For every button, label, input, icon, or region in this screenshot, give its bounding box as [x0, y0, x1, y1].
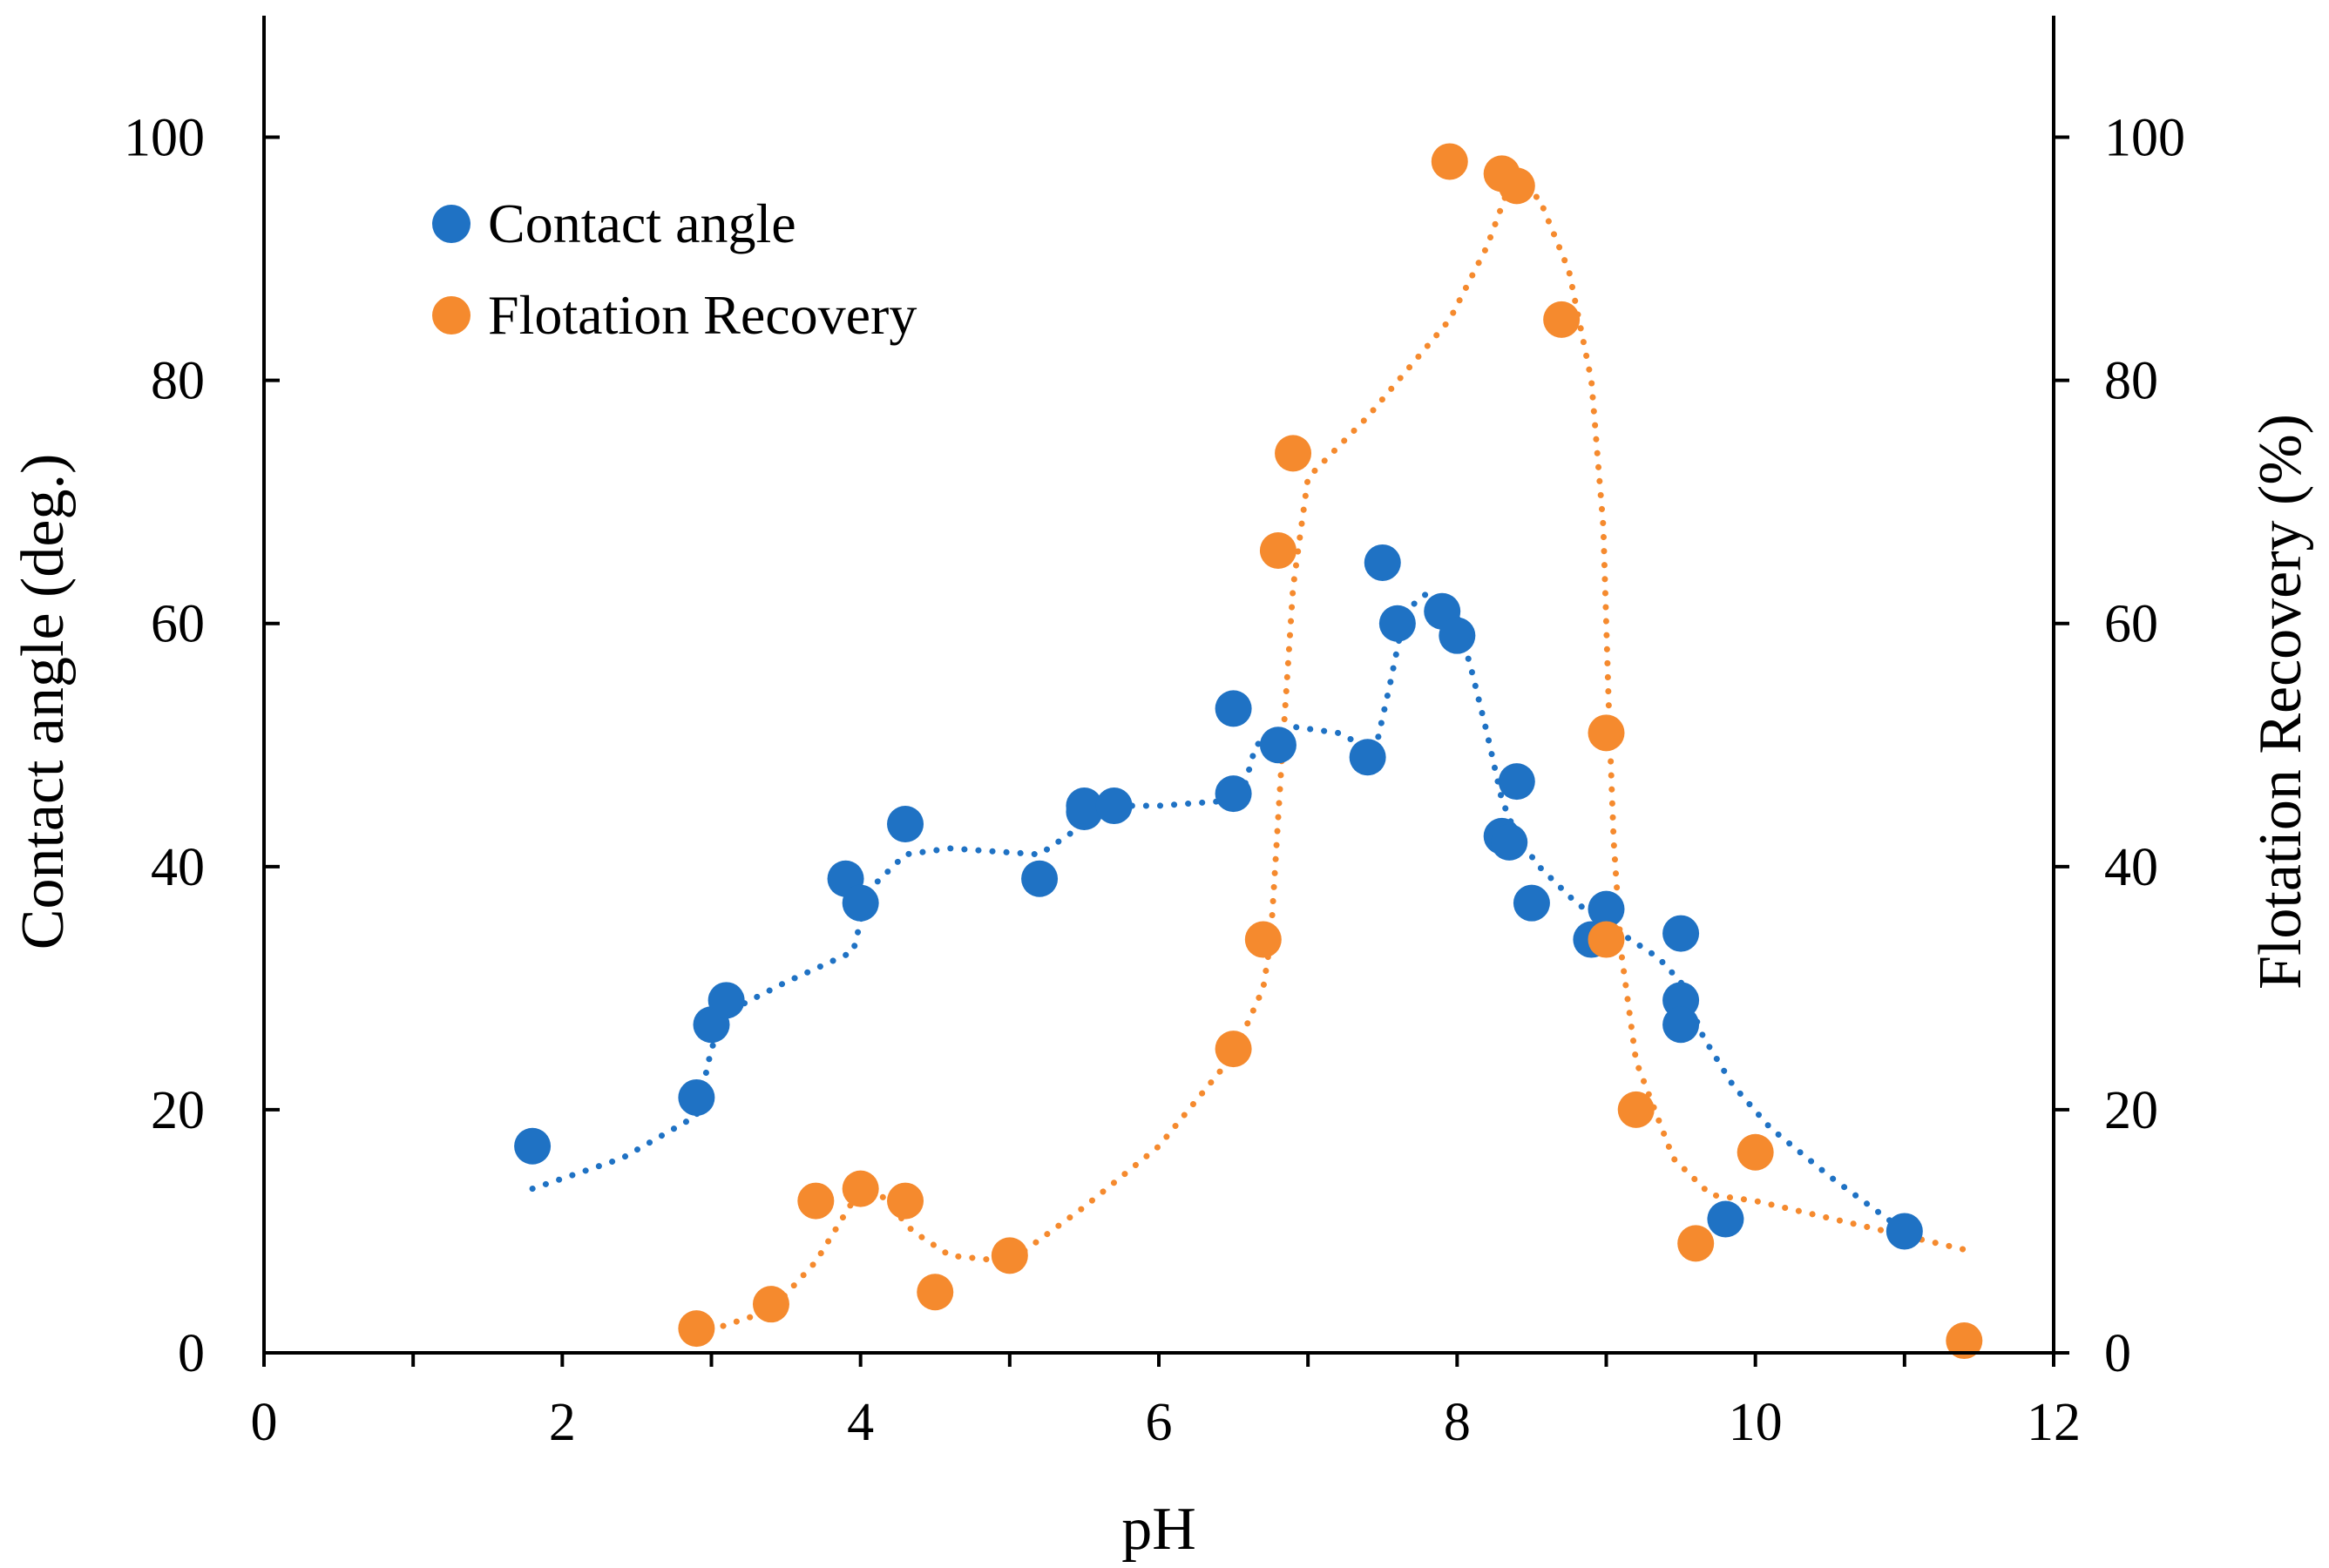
- y-left-tick-label: 60: [151, 595, 205, 654]
- x-tick-label: 6: [1146, 1393, 1173, 1452]
- contact-angle-point: [1886, 1213, 1923, 1250]
- contact-angle-point: [1662, 915, 1700, 952]
- y-right-tick-label: 100: [2104, 109, 2185, 168]
- contact-angle-point: [708, 982, 745, 1019]
- flotation-recovery-trend-line: [693, 182, 1967, 1338]
- x-tick-label: 8: [1444, 1393, 1471, 1452]
- flotation-recovery-point: [1617, 1091, 1655, 1128]
- flotation-recovery-point: [1244, 921, 1282, 958]
- contact-angle-point: [1707, 1200, 1744, 1238]
- y-axis-right-title: Flotation Recovery (%): [2247, 414, 2314, 990]
- y-left-tick-label: 100: [124, 109, 205, 168]
- contact-angle-point: [1588, 890, 1625, 928]
- flotation-recovery-point: [1588, 714, 1625, 752]
- data-points: [514, 143, 1983, 1360]
- flotation-recovery-point: [1498, 167, 1535, 205]
- legend-marker-contact-angle: [432, 205, 471, 243]
- contact-angle-trend-line: [529, 590, 1908, 1234]
- flotation-recovery-point: [991, 1237, 1028, 1274]
- contact-angle-point: [1439, 617, 1476, 654]
- plot-area: [514, 143, 1983, 1360]
- legend-label-flotation-recovery: Flotation Recovery: [488, 284, 917, 346]
- flotation-recovery-point: [678, 1310, 715, 1348]
- contact-angle-point: [1513, 884, 1550, 922]
- y-left-tick-label: 40: [151, 838, 205, 897]
- contact-angle-point: [1021, 860, 1059, 897]
- flotation-recovery-point: [1588, 921, 1625, 958]
- x-tick-label: 0: [251, 1393, 278, 1452]
- legend: Contact angle Flotation Recovery: [432, 193, 917, 346]
- flotation-recovery-point: [1275, 435, 1312, 472]
- y-left-ticks: 0 20 40 60 80 100: [124, 109, 280, 1383]
- legend-label-contact-angle: Contact angle: [488, 193, 796, 254]
- x-tick-label: 10: [1729, 1393, 1783, 1452]
- y-left-tick-label: 20: [151, 1081, 205, 1140]
- flotation-recovery-point: [1215, 1031, 1252, 1068]
- flotation-recovery-point: [1677, 1225, 1715, 1262]
- flotation-recovery-point: [1543, 301, 1581, 338]
- contact-angle-point: [842, 884, 879, 922]
- x-ticks: 0 2 4 6 8 10 12: [251, 1353, 2081, 1452]
- flotation-recovery-point: [842, 1170, 879, 1207]
- flotation-recovery-point: [1946, 1322, 1983, 1360]
- contact-angle-point: [1066, 787, 1103, 825]
- legend-marker-flotation-recovery: [432, 296, 471, 335]
- x-tick-label: 4: [847, 1393, 874, 1452]
- contact-angle-point: [1378, 605, 1416, 642]
- contact-angle-point: [1095, 787, 1133, 825]
- contact-angle-point: [1662, 1006, 1700, 1044]
- x-tick-label: 12: [2027, 1393, 2081, 1452]
- contact-angle-point: [1349, 739, 1386, 776]
- y-axis-left-title: Contact angle (deg.): [10, 454, 77, 950]
- contact-angle-point: [514, 1127, 552, 1165]
- y-right-tick-label: 20: [2104, 1081, 2158, 1140]
- y-left-tick-label: 0: [178, 1324, 205, 1383]
- y-right-tick-label: 40: [2104, 838, 2158, 897]
- flotation-recovery-point: [1259, 532, 1297, 569]
- x-axis-title: pH: [1121, 1496, 1196, 1563]
- y-right-tick-label: 60: [2104, 595, 2158, 654]
- y-right-tick-label: 0: [2104, 1324, 2131, 1383]
- flotation-recovery-point: [797, 1182, 835, 1220]
- flotation-recovery-point: [887, 1182, 924, 1220]
- contact-angle-point: [887, 805, 924, 842]
- y-right-tick-label: 80: [2104, 352, 2158, 411]
- axes: 0 2 4 6 8 10 12 0 20 40 60 80 100 0 20 40 60 80 100: [124, 16, 2185, 1452]
- contact-angle-point: [1364, 544, 1401, 581]
- flotation-recovery-point: [1737, 1133, 1774, 1171]
- contact-angle-point: [1491, 823, 1528, 861]
- contact-angle-point: [1498, 763, 1535, 801]
- flotation-recovery-point: [1431, 143, 1468, 180]
- contact-angle-point: [1215, 690, 1252, 727]
- flotation-recovery-point: [752, 1286, 789, 1323]
- contact-angle-point: [1259, 727, 1297, 764]
- y-right-ticks: 0 20 40 60 80 100: [2054, 109, 2185, 1383]
- contact-angle-point: [1215, 775, 1252, 813]
- y-left-tick-label: 80: [151, 352, 205, 411]
- contact-angle-point: [678, 1078, 715, 1116]
- x-tick-label: 2: [549, 1393, 576, 1452]
- flotation-recovery-point: [917, 1274, 954, 1311]
